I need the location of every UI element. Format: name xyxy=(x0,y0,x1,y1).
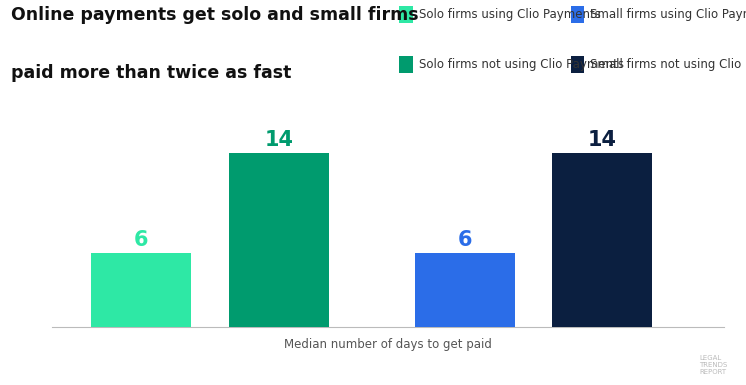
Text: Online payments get solo and small firms: Online payments get solo and small firms xyxy=(11,6,419,24)
Bar xyxy=(415,253,515,327)
Bar xyxy=(91,253,192,327)
Text: Small firms using Clio Payments: Small firms using Clio Payments xyxy=(590,8,746,21)
Text: 14: 14 xyxy=(264,131,293,151)
Text: Solo firms not using Clio Payments: Solo firms not using Clio Payments xyxy=(419,58,624,71)
Text: 6: 6 xyxy=(457,230,472,250)
Text: Solo firms using Clio Payments: Solo firms using Clio Payments xyxy=(419,8,601,21)
Text: LEGAL
TRENDS
REPORT: LEGAL TRENDS REPORT xyxy=(699,355,727,375)
Text: 6: 6 xyxy=(134,230,148,250)
Text: 14: 14 xyxy=(588,131,617,151)
Text: paid more than twice as fast: paid more than twice as fast xyxy=(11,64,292,82)
Bar xyxy=(228,153,329,327)
X-axis label: Median number of days to get paid: Median number of days to get paid xyxy=(284,338,492,352)
Text: Small firms not using Clio Payments: Small firms not using Clio Payments xyxy=(590,58,746,71)
Bar xyxy=(552,153,653,327)
